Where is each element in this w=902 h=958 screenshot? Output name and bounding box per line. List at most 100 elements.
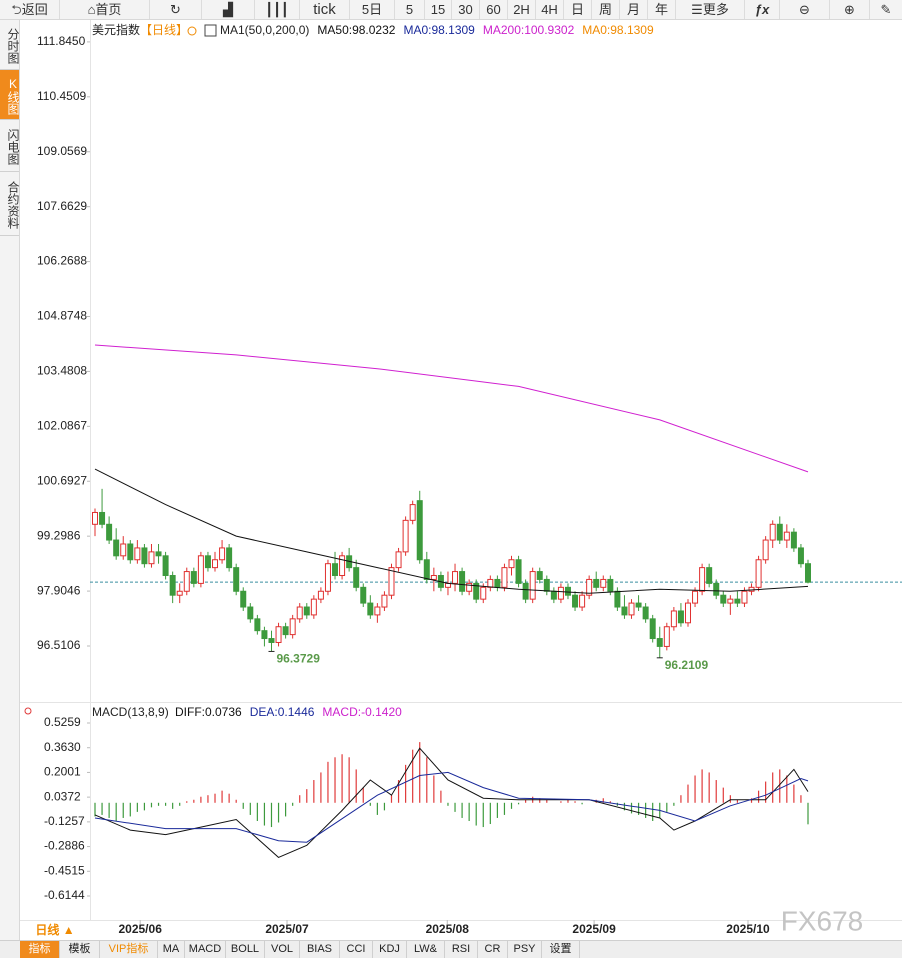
- footer-tab[interactable]: 模板: [60, 941, 100, 958]
- candle-body: [155, 551, 162, 557]
- y-tick-label: 106.2688: [37, 254, 87, 268]
- toolbar: ⮌返回 ⌂首页 ↻ ▟ ┃┃┃ tick 5日 5 15 30 60 2H 4H…: [0, 0, 902, 20]
- draw-button[interactable]: ✎: [880, 2, 892, 17]
- y-tick-label: 100.6927: [37, 473, 87, 487]
- period-button[interactable]: 4H: [536, 0, 564, 19]
- label: 首页: [95, 2, 122, 17]
- footer-tab[interactable]: BIAS: [300, 941, 340, 958]
- footer-tab[interactable]: KDJ: [373, 941, 407, 958]
- macd-icon[interactable]: [24, 707, 32, 715]
- side-tab-active[interactable]: K线图: [0, 70, 20, 120]
- macd-line: [94, 747, 809, 858]
- candle-body: [360, 586, 367, 604]
- indicator-icon[interactable]: [204, 24, 217, 37]
- chart-icon-button[interactable]: ▟: [202, 0, 255, 19]
- refresh-button[interactable]: ↻: [150, 0, 202, 19]
- footer-tab[interactable]: CR: [478, 941, 508, 958]
- period-button[interactable]: 周: [592, 0, 620, 19]
- candle-body: [275, 626, 282, 643]
- candle-body: [183, 571, 190, 592]
- footer-tab[interactable]: RSI: [445, 941, 478, 958]
- footer-tab[interactable]: LW&: [407, 941, 445, 958]
- tick-button[interactable]: tick: [300, 0, 350, 19]
- period-button[interactable]: 15: [425, 0, 452, 19]
- footer-tab[interactable]: MA: [158, 941, 185, 958]
- candle-body: [282, 626, 289, 636]
- zoom-out-button[interactable]: ⊖: [780, 0, 830, 19]
- period-selector[interactable]: 日线 ▲: [35, 922, 74, 937]
- side-tabs: 分时图 K线图 闪电图 合约资料: [0, 20, 20, 940]
- footer-tab[interactable]: BOLL: [226, 941, 265, 958]
- macd-y-tick-label: 0.0372: [44, 789, 81, 803]
- footer-tab-active[interactable]: 指标: [20, 941, 60, 958]
- candle-body: [409, 504, 416, 521]
- ma-line: [94, 468, 809, 594]
- period-button[interactable]: 2H: [508, 0, 536, 19]
- candle-body: [628, 602, 635, 616]
- home-button[interactable]: ⌂首页: [60, 0, 150, 19]
- fx-button[interactable]: ƒx: [745, 0, 780, 19]
- candle-body: [430, 575, 437, 580]
- candle-body: [317, 590, 324, 600]
- period-button[interactable]: 5日: [350, 0, 395, 19]
- candle-body: [339, 555, 346, 577]
- candle-body: [564, 586, 571, 596]
- candle-icon-button[interactable]: ┃┃┃: [255, 0, 300, 19]
- candle-body: [684, 602, 691, 624]
- candle-body: [247, 606, 254, 620]
- candle-body: [536, 571, 543, 580]
- footer-tab[interactable]: CCI: [340, 941, 373, 958]
- footer-tab[interactable]: PSY: [508, 941, 542, 958]
- x-tick-label: 2025/07: [265, 922, 309, 936]
- footer-tab[interactable]: 设置: [542, 941, 580, 958]
- x-tick-label: 2025/09: [572, 922, 616, 936]
- candle-body: [353, 567, 360, 588]
- more-button[interactable]: ☰更多: [676, 0, 745, 19]
- zoom-in-button[interactable]: ⊕: [830, 0, 870, 19]
- candle-body: [522, 582, 529, 600]
- macd-legend-entry: DIFF:0.0736: [175, 705, 242, 719]
- candle-body: [141, 547, 148, 565]
- x-tick-label: 2025/08: [426, 922, 470, 936]
- footer-tab[interactable]: MACD: [185, 941, 226, 958]
- period-button[interactable]: 月: [620, 0, 648, 19]
- candle-body: [127, 543, 134, 561]
- period-button[interactable]: 年: [648, 0, 676, 19]
- candle-body: [720, 594, 727, 604]
- settings-icon[interactable]: [187, 26, 197, 36]
- candle-body: [797, 547, 804, 565]
- candle-body: [303, 606, 310, 616]
- side-tab[interactable]: 闪电图: [0, 120, 20, 172]
- candle-body: [699, 567, 706, 592]
- candle-body: [169, 575, 176, 596]
- y-tick-label: 109.0569: [37, 144, 87, 158]
- side-tab[interactable]: 分时图: [0, 20, 20, 70]
- candle-body: [783, 531, 790, 541]
- candle-body: [480, 586, 487, 600]
- period-button[interactable]: 5: [395, 0, 425, 19]
- candle-body: [162, 555, 169, 577]
- candle-body: [402, 519, 409, 553]
- candle-body: [452, 571, 459, 584]
- candle-body: [515, 559, 522, 584]
- macd-y-tick-label: 0.2001: [44, 765, 81, 779]
- candle-body: [550, 590, 557, 600]
- label: 返回: [21, 2, 48, 17]
- period-button[interactable]: 30: [452, 0, 480, 19]
- candle-body: [261, 630, 268, 640]
- footer-tab[interactable]: VOL: [265, 941, 300, 958]
- period-button[interactable]: 日: [564, 0, 592, 19]
- macd-line: [94, 771, 809, 843]
- footer-tab[interactable]: VIP指标: [100, 941, 158, 958]
- y-tick-label: 103.4808: [37, 364, 87, 378]
- ma-line: [94, 344, 809, 473]
- low-annotation: 96.2109: [665, 658, 709, 672]
- candle-body: [233, 567, 240, 592]
- back-button[interactable]: ⮌返回: [0, 0, 60, 19]
- candle-body: [416, 500, 423, 561]
- candle-body: [677, 610, 684, 624]
- side-tab[interactable]: 合约资料: [0, 172, 20, 236]
- candle-body: [642, 606, 649, 620]
- period-button[interactable]: 60: [480, 0, 508, 19]
